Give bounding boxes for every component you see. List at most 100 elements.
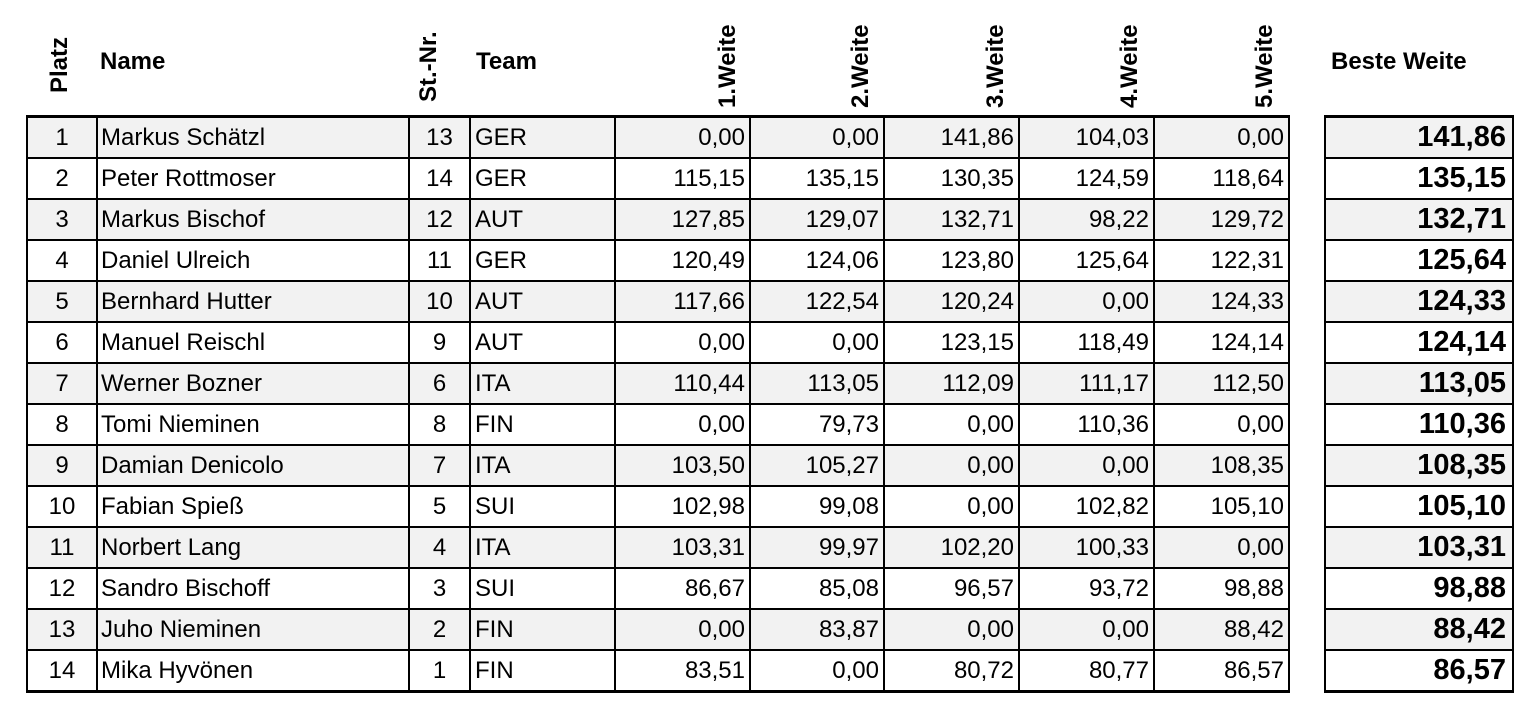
cell-weite-2: 105,27 — [749, 444, 885, 487]
cell-weite-4: 98,22 — [1018, 198, 1155, 241]
cell-name: Fabian Spieß — [96, 485, 410, 528]
cell-beste-weite: 86,57 — [1324, 649, 1514, 693]
cell-startnummer: 3 — [408, 567, 471, 610]
header-beste-weite: Beste Weite — [1331, 48, 1467, 75]
best-row: 88,42 — [1324, 608, 1514, 651]
cell-platz: 9 — [26, 444, 98, 487]
cell-weite-5: 105,10 — [1153, 485, 1290, 528]
cell-weite-4: 100,33 — [1018, 526, 1155, 569]
table-row: 14 Mika Hyvönen 1 FIN 83,51 0,00 80,72 80,77 86,… — [26, 649, 1290, 693]
cell-platz: 4 — [26, 239, 98, 282]
cell-team: SUI — [469, 485, 616, 528]
cell-weite-4: 118,49 — [1018, 321, 1155, 364]
best-row: 132,71 — [1324, 198, 1514, 241]
cell-weite-2: 0,00 — [749, 321, 885, 364]
table-row: 7 Werner Bozner 6 ITA 110,44 113,05 112,09 111,… — [26, 362, 1290, 405]
best-row: 98,88 — [1324, 567, 1514, 610]
cell-beste-weite: 88,42 — [1324, 608, 1514, 651]
cell-weite-3: 141,86 — [883, 115, 1020, 159]
cell-platz: 14 — [26, 649, 98, 693]
table-row: 10 Fabian Spieß 5 SUI 102,98 99,08 0,00 102,82 1… — [26, 485, 1290, 528]
cell-weite-3: 112,09 — [883, 362, 1020, 405]
cell-weite-2: 124,06 — [749, 239, 885, 282]
cell-weite-3: 120,24 — [883, 280, 1020, 323]
header-weite-5: 5.Weite — [1251, 24, 1278, 108]
cell-weite-2: 99,08 — [749, 485, 885, 528]
cell-platz: 3 — [26, 198, 98, 241]
cell-name: Tomi Nieminen — [96, 403, 410, 446]
cell-name: Peter Rottmoser — [96, 157, 410, 200]
cell-weite-1: 86,67 — [614, 567, 751, 610]
best-row: 113,05 — [1324, 362, 1514, 405]
table-row: 13 Juho Nieminen 2 FIN 0,00 83,87 0,00 0,00 88,4… — [26, 608, 1290, 651]
cell-platz: 10 — [26, 485, 98, 528]
cell-platz: 6 — [26, 321, 98, 364]
cell-weite-2: 129,07 — [749, 198, 885, 241]
cell-weite-4: 0,00 — [1018, 608, 1155, 651]
cell-weite-3: 0,00 — [883, 608, 1020, 651]
cell-weite-1: 0,00 — [614, 608, 751, 651]
cell-team: SUI — [469, 567, 616, 610]
cell-name: Markus Bischof — [96, 198, 410, 241]
cell-startnummer: 4 — [408, 526, 471, 569]
cell-name: Juho Nieminen — [96, 608, 410, 651]
table-row: 11 Norbert Lang 4 ITA 103,31 99,97 102,20 100,3… — [26, 526, 1290, 569]
cell-weite-2: 79,73 — [749, 403, 885, 446]
cell-weite-1: 127,85 — [614, 198, 751, 241]
cell-weite-4: 111,17 — [1018, 362, 1155, 405]
cell-team: FIN — [469, 649, 616, 693]
cell-startnummer: 5 — [408, 485, 471, 528]
cell-weite-3: 80,72 — [883, 649, 1020, 693]
cell-weite-1: 0,00 — [614, 403, 751, 446]
cell-startnummer: 14 — [408, 157, 471, 200]
cell-weite-2: 85,08 — [749, 567, 885, 610]
cell-team: ITA — [469, 444, 616, 487]
table-row: 5 Bernhard Hutter 10 AUT 117,66 122,54 120,24 0… — [26, 280, 1290, 323]
cell-platz: 13 — [26, 608, 98, 651]
cell-team: FIN — [469, 608, 616, 651]
header-name: Name — [100, 48, 166, 75]
cell-weite-1: 115,15 — [614, 157, 751, 200]
cell-team: GER — [469, 115, 616, 159]
cell-name: Mika Hyvönen — [96, 649, 410, 693]
cell-name: Manuel Reischl — [96, 321, 410, 364]
best-row: 141,86 — [1324, 115, 1514, 159]
cell-weite-2: 99,97 — [749, 526, 885, 569]
cell-platz: 11 — [26, 526, 98, 569]
best-distance-table-body: 141,86 135,15 132,71 125,64 124,33 124,14 113,… — [1324, 115, 1514, 693]
cell-weite-1: 120,49 — [614, 239, 751, 282]
cell-weite-1: 103,50 — [614, 444, 751, 487]
cell-team: AUT — [469, 321, 616, 364]
cell-beste-weite: 108,35 — [1324, 444, 1514, 487]
cell-team: GER — [469, 157, 616, 200]
best-row: 125,64 — [1324, 239, 1514, 282]
cell-team: ITA — [469, 526, 616, 569]
cell-beste-weite: 98,88 — [1324, 567, 1514, 610]
cell-weite-2: 135,15 — [749, 157, 885, 200]
cell-weite-2: 0,00 — [749, 115, 885, 159]
cell-beste-weite: 132,71 — [1324, 198, 1514, 241]
cell-weite-4: 93,72 — [1018, 567, 1155, 610]
cell-startnummer: 8 — [408, 403, 471, 446]
cell-platz: 5 — [26, 280, 98, 323]
table-row: 1 Markus Schätzl 13 GER 0,00 0,00 141,86 104,03… — [26, 115, 1290, 159]
cell-beste-weite: 103,31 — [1324, 526, 1514, 569]
cell-team: FIN — [469, 403, 616, 446]
header-team: Team — [476, 48, 537, 75]
cell-weite-5: 108,35 — [1153, 444, 1290, 487]
best-row: 108,35 — [1324, 444, 1514, 487]
cell-weite-1: 110,44 — [614, 362, 751, 405]
cell-beste-weite: 125,64 — [1324, 239, 1514, 282]
cell-weite-3: 0,00 — [883, 444, 1020, 487]
table-row: 9 Damian Denicolo 7 ITA 103,50 105,27 0,00 0,00… — [26, 444, 1290, 487]
cell-weite-3: 123,15 — [883, 321, 1020, 364]
cell-weite-3: 130,35 — [883, 157, 1020, 200]
cell-weite-4: 124,59 — [1018, 157, 1155, 200]
cell-platz: 1 — [26, 115, 98, 159]
cell-weite-3: 96,57 — [883, 567, 1020, 610]
cell-weite-1: 102,98 — [614, 485, 751, 528]
cell-weite-3: 102,20 — [883, 526, 1020, 569]
cell-beste-weite: 113,05 — [1324, 362, 1514, 405]
cell-weite-2: 83,87 — [749, 608, 885, 651]
cell-name: Markus Schätzl — [96, 115, 410, 159]
